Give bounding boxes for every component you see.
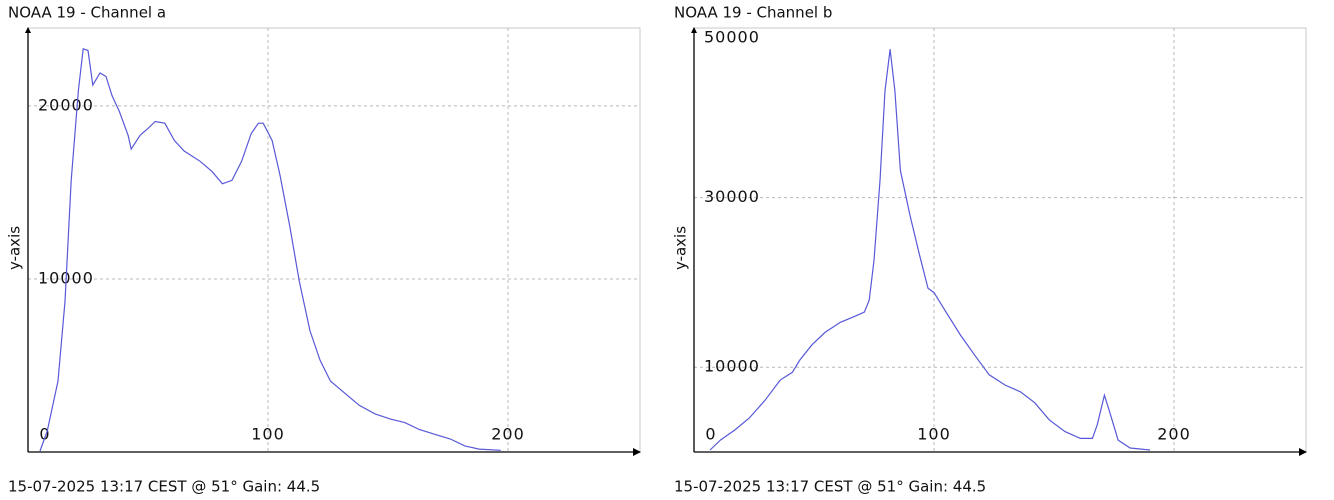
plot-frame [693, 27, 1307, 453]
status-footer: 15-07-2025 13:17 CEST @ 51° Gain: 44.5 [674, 478, 986, 496]
data-line [39, 47, 501, 452]
y-axis-arrow [25, 27, 31, 33]
x-tick-label: 0 [705, 425, 716, 444]
status-footer: 15-07-2025 13:17 CEST @ 51° Gain: 44.5 [8, 478, 320, 496]
y-tick-label: 20000 [38, 95, 94, 114]
y-axis-label: y-axis [672, 226, 690, 270]
x-tick-label: 200 [491, 425, 525, 444]
y-tick-label: 30000 [704, 187, 760, 206]
y-tick-label: 10000 [704, 357, 760, 376]
x-tick-label: 100 [251, 425, 285, 444]
x-tick-label: 100 [917, 425, 951, 444]
chart-title: NOAA 19 - Channel a [8, 4, 166, 22]
x-axis-arrow [633, 448, 641, 456]
x-tick-label: 0 [39, 425, 50, 444]
data-line [709, 49, 1151, 451]
y-axis-label: y-axis [6, 226, 24, 270]
y-tick-label: 10000 [38, 268, 94, 287]
x-axis-arrow [1299, 448, 1307, 456]
y-axis-arrow [691, 27, 697, 33]
chart-title: NOAA 19 - Channel b [674, 4, 832, 22]
plot-frame [27, 27, 641, 453]
y-tick-label: 50000 [704, 28, 760, 47]
x-tick-label: 200 [1157, 425, 1191, 444]
